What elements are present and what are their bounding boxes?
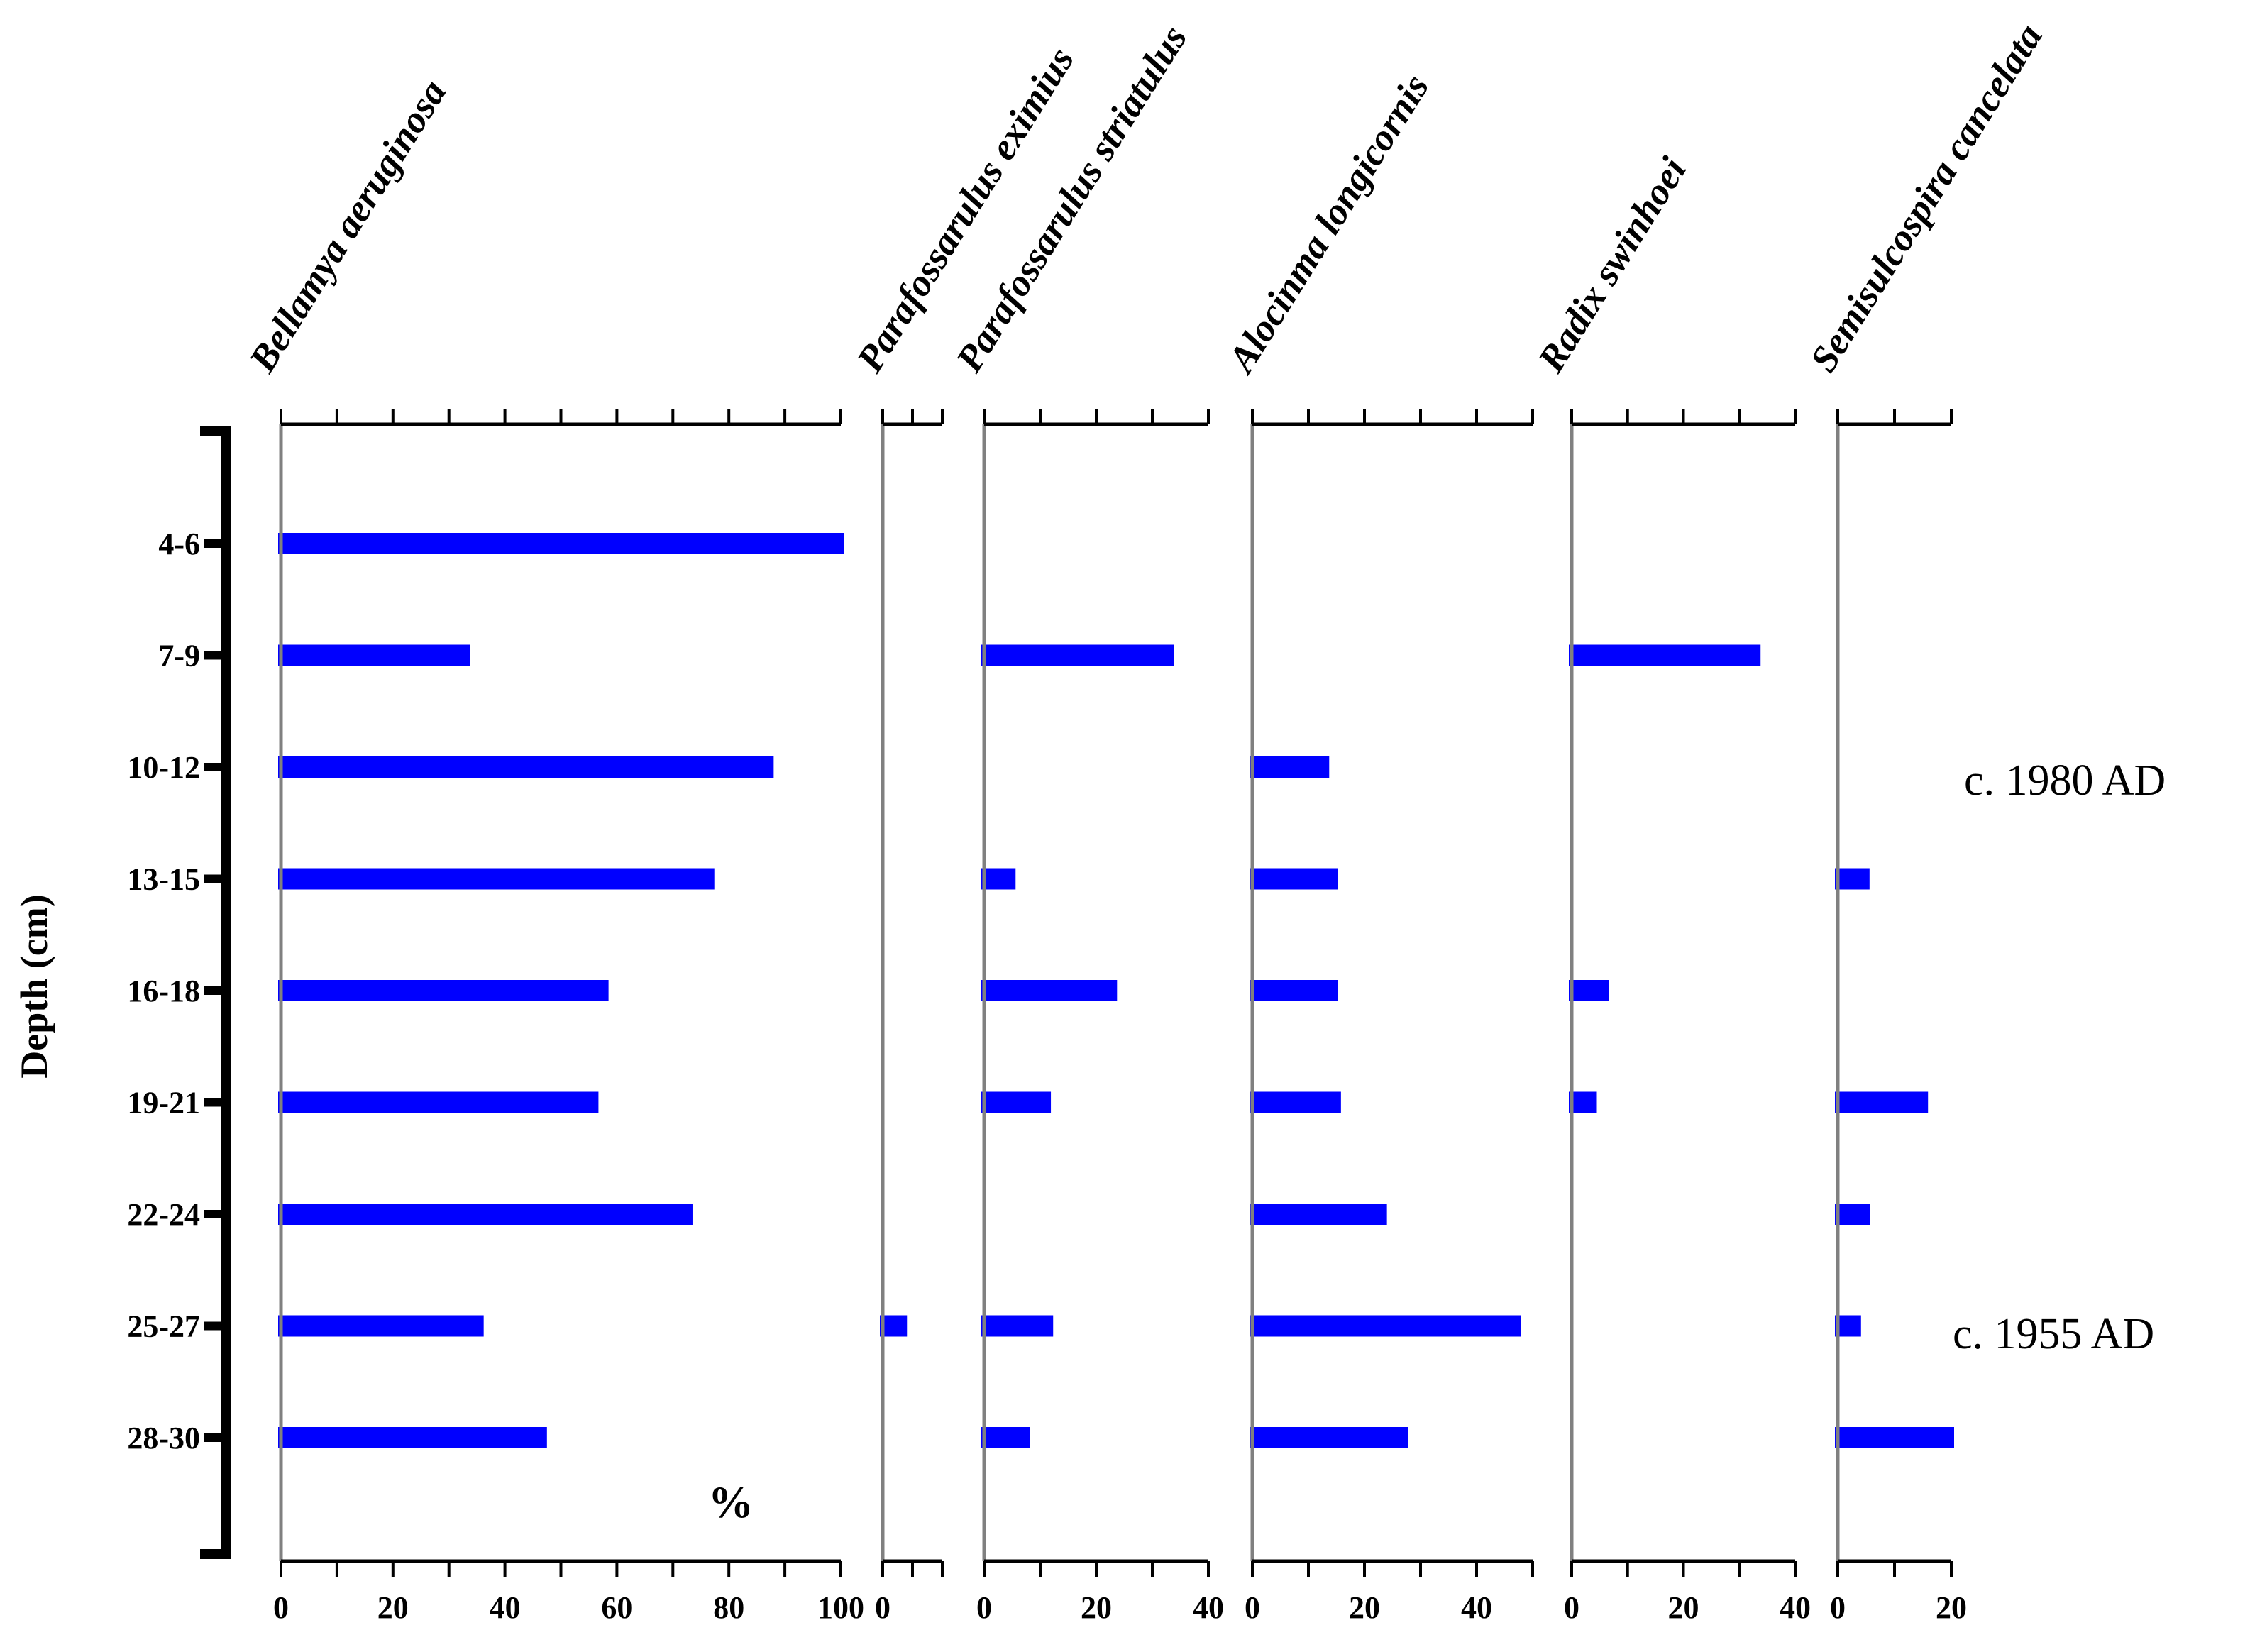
tick-label-semisulcospira-cancelata-20: 20 [1936, 1590, 1967, 1625]
panel-title-radix-swinhoei: Radix swinhoei [1529, 150, 1694, 380]
bar-bellamya-aeruginosa-7-9 [278, 644, 470, 666]
depth-label-16-18: 16-18 [127, 974, 200, 1008]
tick-label-alocinma-longicornis-0: 0 [1245, 1590, 1260, 1625]
bar-alocinma-longicornis-13-15 [1250, 868, 1338, 890]
bar-semisulcospira-cancelata-19-21 [1835, 1091, 1929, 1113]
panel-title-semisulcospira-cancelata: Semisulcospira cancelata [1802, 16, 2051, 379]
panel-title-alocinma-longicornis: Alocinma longicornis [1219, 67, 1438, 381]
bar-semisulcospira-cancelata-28-30 [1835, 1427, 1954, 1448]
bar-parafossarulus-striatulus-19-21 [981, 1091, 1052, 1113]
tick-label-bellamya-aeruginosa-20: 20 [377, 1590, 409, 1625]
bar-alocinma-longicornis-16-18 [1250, 980, 1338, 1001]
bar-radix-swinhoei-19-21 [1569, 1091, 1597, 1113]
y-axis-title: Depth (cm) [13, 894, 55, 1078]
bar-parafossarulus-striatulus-13-15 [981, 868, 1016, 890]
tick-label-semisulcospira-cancelata-0: 0 [1830, 1590, 1846, 1625]
bar-bellamya-aeruginosa-4-6 [278, 533, 844, 554]
tick-label-radix-swinhoei-20: 20 [1668, 1590, 1699, 1625]
bars-layer [278, 533, 1954, 1448]
bar-parafossarulus-striatulus-25-27 [981, 1315, 1054, 1337]
depth-label-19-21: 19-21 [127, 1086, 200, 1120]
bar-parafossarulus-striatulus-28-30 [981, 1427, 1030, 1448]
bar-alocinma-longicornis-10-12 [1250, 756, 1330, 778]
tick-label-bellamya-aeruginosa-0: 0 [273, 1590, 289, 1625]
bar-alocinma-longicornis-19-21 [1250, 1091, 1341, 1113]
tick-label-bellamya-aeruginosa-100: 100 [817, 1590, 864, 1625]
tick-label-parafossarulus-striatulus-0: 0 [976, 1590, 992, 1625]
bar-bellamya-aeruginosa-16-18 [278, 980, 609, 1001]
unit-label: % [708, 1477, 754, 1527]
tick-label-alocinma-longicornis-20: 20 [1349, 1590, 1380, 1625]
annotation-1980: c. 1980 AD [1964, 756, 2166, 805]
bar-bellamya-aeruginosa-13-15 [278, 868, 715, 890]
bar-alocinma-longicornis-28-30 [1250, 1427, 1408, 1448]
tick-label-bellamya-aeruginosa-80: 80 [713, 1590, 744, 1625]
bar-parafossarulus-striatulus-7-9 [981, 644, 1174, 666]
annotation-1955: c. 1955 AD [1953, 1310, 2154, 1358]
depth-label-7-9: 7-9 [158, 639, 200, 673]
bar-bellamya-aeruginosa-28-30 [278, 1427, 547, 1448]
bar-alocinma-longicornis-22-24 [1250, 1204, 1387, 1225]
bar-bellamya-aeruginosa-19-21 [278, 1091, 599, 1113]
bar-radix-swinhoei-7-9 [1569, 644, 1761, 666]
bar-alocinma-longicornis-25-27 [1250, 1315, 1521, 1337]
tick-label-alocinma-longicornis-40: 40 [1461, 1590, 1492, 1625]
tick-label-parafossarulus-striatulus-40: 40 [1193, 1590, 1224, 1625]
bar-parafossarulus-striatulus-16-18 [981, 980, 1118, 1001]
bar-bellamya-aeruginosa-22-24 [278, 1204, 693, 1225]
tick-label-parafossarulus-eximius-0: 0 [875, 1590, 890, 1625]
depth-label-28-30: 28-30 [127, 1421, 200, 1455]
tick-label-parafossarulus-striatulus-20: 20 [1081, 1590, 1112, 1625]
bar-semisulcospira-cancelata-22-24 [1835, 1204, 1870, 1225]
panel-title-bellamya-aeruginosa: Bellamya aeruginosa [241, 72, 455, 380]
tick-label-bellamya-aeruginosa-40: 40 [490, 1590, 521, 1625]
depth-label-22-24: 22-24 [127, 1197, 200, 1232]
tick-label-radix-swinhoei-40: 40 [1780, 1590, 1811, 1625]
depth-label-13-15: 13-15 [127, 862, 200, 897]
bar-radix-swinhoei-16-18 [1569, 980, 1609, 1001]
bar-bellamya-aeruginosa-10-12 [278, 756, 774, 778]
bar-semisulcospira-cancelata-13-15 [1835, 868, 1870, 890]
tick-label-radix-swinhoei-0: 0 [1564, 1590, 1579, 1625]
axes-layer [200, 409, 1953, 1577]
depth-label-10-12: 10-12 [127, 750, 200, 785]
bar-bellamya-aeruginosa-25-27 [278, 1315, 484, 1337]
depth-label-4-6: 4-6 [158, 527, 200, 561]
tick-label-bellamya-aeruginosa-60: 60 [601, 1590, 632, 1625]
depth-label-25-27: 25-27 [127, 1309, 200, 1344]
text-layer: Depth (cm) % c. 1980 AD c. 1955 AD 4-6 7-… [13, 16, 2166, 1625]
